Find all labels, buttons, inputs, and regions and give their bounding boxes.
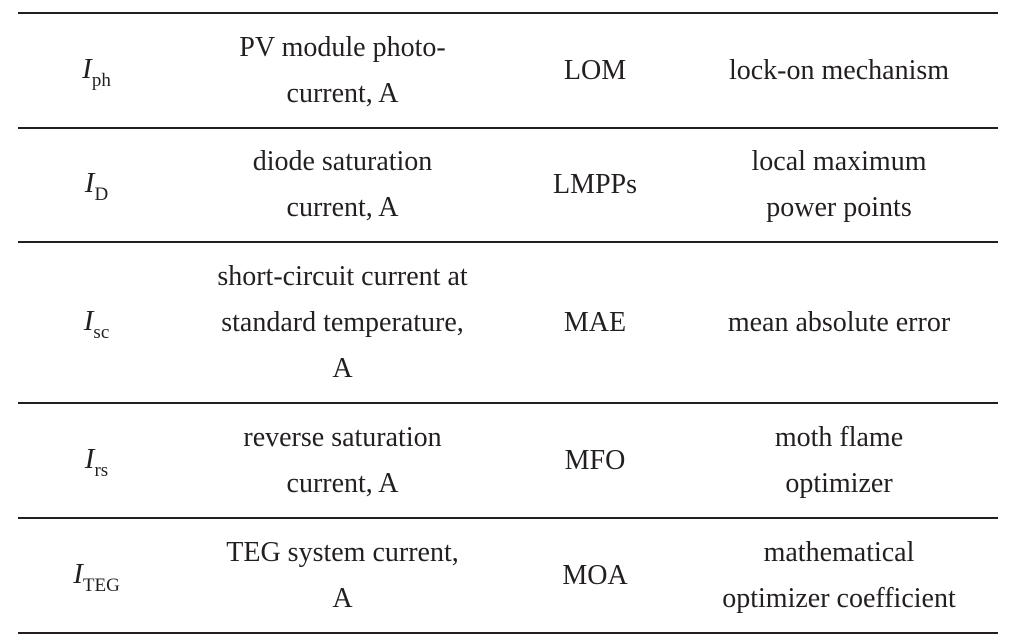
symbol-cell: Iph [18,12,175,129]
table-row: ID diode saturation current, A LMPPs local m… [18,127,998,243]
description-line: current, A [286,467,399,499]
symbol-subscript: rs [94,459,109,481]
description-line: reverse saturation [243,421,442,453]
symbol-cell: Irs [18,402,175,519]
symbol-cell: Isc [18,241,175,404]
abbreviation-cell: LOM [510,12,680,129]
definition-line: mathematical [763,536,915,568]
table-row: ITEG TEG system current, A MOA mathematical o… [18,517,998,634]
description-line: standard temperature, [221,306,464,338]
symbol-main: I [83,304,94,337]
table-body: Iph PV module photo-current, A LOM lock-on … [18,12,998,634]
description-line: diode saturation [252,146,433,177]
description-cell: short-circuit current at standard tempera… [175,241,510,404]
symbol-main: I [84,167,95,199]
description-cell: reverse saturation current, A [175,402,510,519]
definition-cell: moth flame optimizer [680,402,998,519]
abbreviation: MOA [562,559,628,591]
description-line: short-circuit current at [217,260,468,292]
table-row: Iph PV module photo-current, A LOM lock-on … [18,12,998,129]
definition-line: local maximum [751,146,927,177]
table-row: Isc short-circuit current at standard temp… [18,241,998,404]
definition-line: optimizer coefficient [722,582,956,614]
symbol-main: I [82,52,92,85]
table-row: Irs reverse saturation current, A MFO moth f… [18,402,998,519]
description-line: current, A [286,77,399,109]
definition-cell: local maximum power points [680,127,998,243]
symbol-subscript: sc [93,321,110,343]
definition-cell: mean absolute error [680,241,998,404]
abbreviation-cell: MFO [510,402,680,519]
definition-line: power points [766,192,912,223]
abbreviation: LOM [563,54,627,86]
symbol-main: I [84,442,95,475]
description-line: A [332,582,353,614]
symbol-subscript: TEG [82,574,120,596]
definition-cell: mathematical optimizer coefficient [680,517,998,634]
description-cell: PV module photo-current, A [175,12,510,129]
description-line: PV module photo- [239,31,446,63]
definition-line: optimizer [785,467,893,499]
symbol-cell: ITEG [18,517,175,634]
abbreviation-cell: MAE [510,241,680,404]
nomenclature-table: Iph PV module photo-current, A LOM lock-on … [18,12,998,634]
abbreviation: MAE [563,306,627,338]
symbol-cell: ID [18,127,175,243]
symbol-subscript: ph [91,69,111,91]
definition-line: lock-on mechanism [728,54,950,86]
abbreviation: MFO [564,444,626,476]
description-cell: diode saturation current, A [175,127,510,243]
description-line: TEG system current, [226,536,459,568]
definition-line: moth flame [774,421,904,453]
symbol-main: I [73,557,83,590]
description-line: current, A [286,192,399,223]
abbreviation-cell: LMPPs [510,127,680,243]
description-line: A [332,352,353,384]
definition-cell: lock-on mechanism [680,12,998,129]
definition-line: mean absolute error [727,306,951,338]
abbreviation: LMPPs [552,169,638,200]
abbreviation-cell: MOA [510,517,680,634]
description-cell: TEG system current, A [175,517,510,634]
symbol-subscript: D [94,184,109,205]
